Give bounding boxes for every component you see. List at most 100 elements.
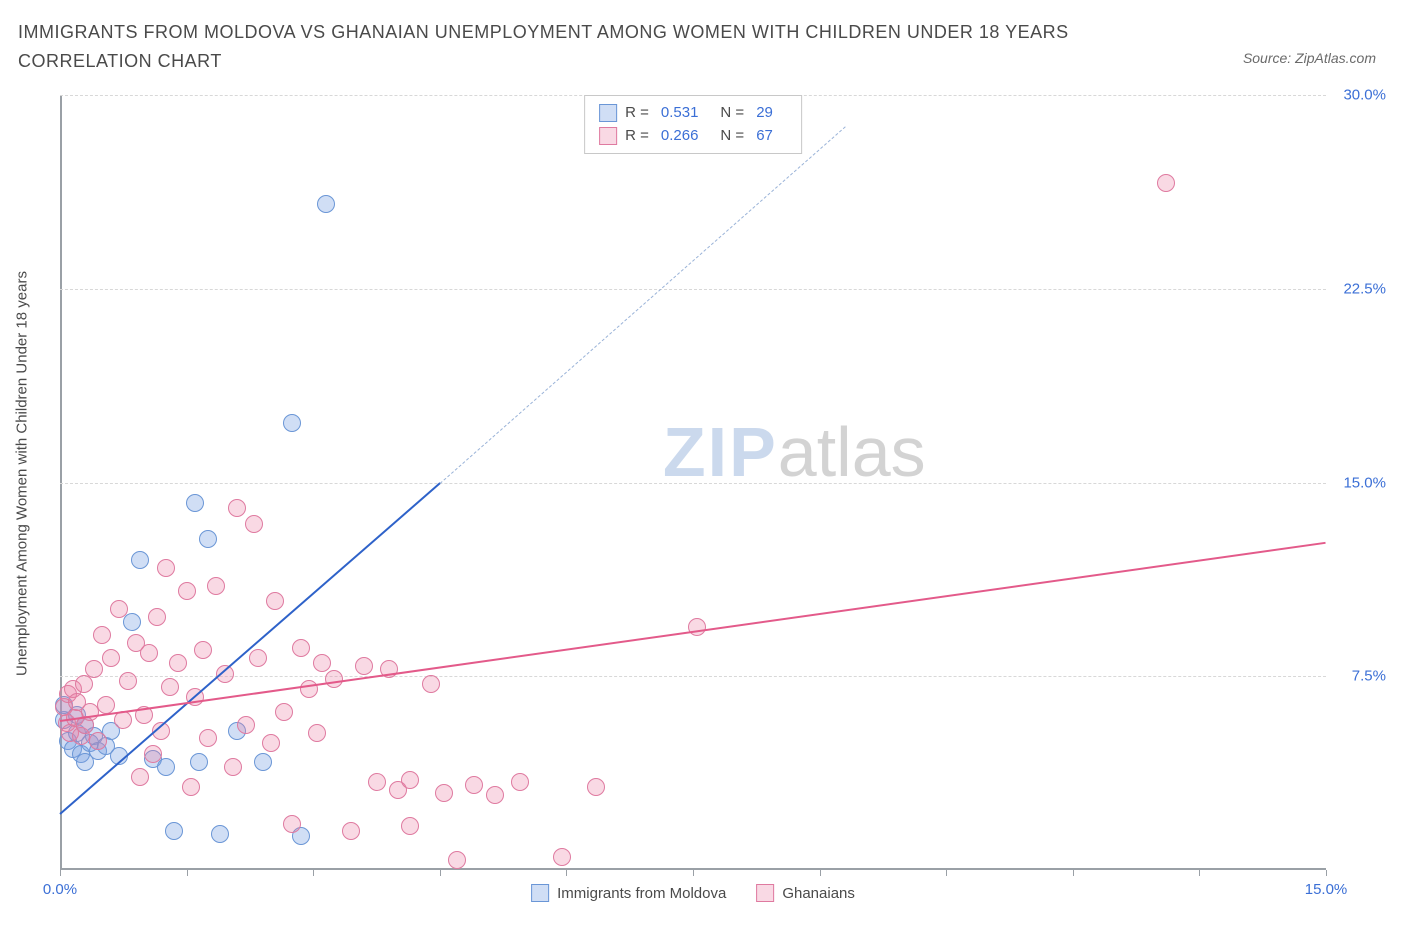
n-label: N = xyxy=(720,125,744,148)
legend-stats: R = 0.531 N = 29 R = 0.266 N = 67 xyxy=(584,95,802,154)
chart-area: ZIPatlas R = 0.531 N = 29 R = 0.266 N = … xyxy=(60,95,1326,870)
point-ghanaians xyxy=(283,815,301,833)
point-ghanaians xyxy=(448,851,466,869)
point-ghanaians xyxy=(93,626,111,644)
watermark-part1: ZIP xyxy=(663,413,778,491)
point-ghanaians xyxy=(245,515,263,533)
r-value-1: 0.266 xyxy=(661,125,699,148)
point-moldova xyxy=(317,195,335,213)
legend-stats-row-0: R = 0.531 N = 29 xyxy=(599,102,787,125)
point-ghanaians xyxy=(688,618,706,636)
x-tick xyxy=(693,870,694,876)
x-tick xyxy=(60,870,61,876)
y-tick-label: 30.0% xyxy=(1343,87,1386,104)
point-ghanaians xyxy=(207,577,225,595)
x-tick-label: 15.0% xyxy=(1305,881,1348,898)
point-ghanaians xyxy=(435,784,453,802)
x-tick xyxy=(946,870,947,876)
trend-line xyxy=(59,483,440,815)
point-ghanaians xyxy=(266,592,284,610)
y-tick-label: 22.5% xyxy=(1343,280,1386,297)
point-ghanaians xyxy=(148,608,166,626)
x-tick xyxy=(313,870,314,876)
source-label: Source: ZipAtlas.com xyxy=(1243,50,1376,66)
n-label: N = xyxy=(720,102,744,125)
point-ghanaians xyxy=(110,600,128,618)
point-ghanaians xyxy=(157,559,175,577)
r-label: R = xyxy=(625,102,649,125)
legend-label: Ghanaians xyxy=(782,885,855,902)
point-moldova xyxy=(283,414,301,432)
point-moldova xyxy=(199,530,217,548)
n-value-1: 67 xyxy=(756,125,773,148)
point-ghanaians xyxy=(422,675,440,693)
point-moldova xyxy=(254,753,272,771)
watermark-part2: atlas xyxy=(778,413,926,491)
n-value-0: 29 xyxy=(756,102,773,125)
point-ghanaians xyxy=(161,678,179,696)
point-moldova xyxy=(165,822,183,840)
gridline xyxy=(60,676,1326,677)
point-ghanaians xyxy=(1157,174,1175,192)
point-moldova xyxy=(186,494,204,512)
point-ghanaians xyxy=(199,729,217,747)
point-ghanaians xyxy=(465,776,483,794)
point-ghanaians xyxy=(355,657,373,675)
x-tick xyxy=(820,870,821,876)
point-moldova xyxy=(157,758,175,776)
legend-series: Immigrants from Moldova Ghanaians xyxy=(531,884,855,902)
point-ghanaians xyxy=(131,768,149,786)
point-ghanaians xyxy=(300,680,318,698)
point-ghanaians xyxy=(325,670,343,688)
gridline xyxy=(60,289,1326,290)
plot-region: ZIPatlas R = 0.531 N = 29 R = 0.266 N = … xyxy=(60,95,1326,870)
point-ghanaians xyxy=(194,641,212,659)
r-value-0: 0.531 xyxy=(661,102,699,125)
point-ghanaians xyxy=(486,786,504,804)
point-ghanaians xyxy=(89,732,107,750)
trend-line xyxy=(439,126,845,483)
point-ghanaians xyxy=(237,716,255,734)
point-ghanaians xyxy=(368,773,386,791)
point-ghanaians xyxy=(308,724,326,742)
point-ghanaians xyxy=(97,696,115,714)
point-ghanaians xyxy=(178,582,196,600)
point-ghanaians xyxy=(119,672,137,690)
point-ghanaians xyxy=(144,745,162,763)
legend-label: Immigrants from Moldova xyxy=(557,885,726,902)
point-ghanaians xyxy=(587,778,605,796)
gridline xyxy=(60,483,1326,484)
x-tick xyxy=(187,870,188,876)
x-tick-label: 0.0% xyxy=(43,881,77,898)
point-ghanaians xyxy=(342,822,360,840)
point-ghanaians xyxy=(313,654,331,672)
point-ghanaians xyxy=(182,778,200,796)
point-moldova xyxy=(211,825,229,843)
point-moldova xyxy=(123,613,141,631)
legend-swatch-ghanaians xyxy=(599,127,617,145)
trend-line xyxy=(60,542,1326,722)
point-ghanaians xyxy=(401,771,419,789)
point-moldova xyxy=(190,753,208,771)
point-ghanaians xyxy=(262,734,280,752)
y-tick-label: 15.0% xyxy=(1343,474,1386,491)
point-moldova xyxy=(131,551,149,569)
x-tick xyxy=(1199,870,1200,876)
y-tick-label: 7.5% xyxy=(1352,668,1386,685)
point-ghanaians xyxy=(228,499,246,517)
x-tick xyxy=(1073,870,1074,876)
r-label: R = xyxy=(625,125,649,148)
chart-title: IMMIGRANTS FROM MOLDOVA VS GHANAIAN UNEM… xyxy=(18,18,1206,76)
point-ghanaians xyxy=(275,703,293,721)
y-axis-label: Unemployment Among Women with Children U… xyxy=(14,271,31,676)
legend-item-ghanaians: Ghanaians xyxy=(756,884,855,902)
point-ghanaians xyxy=(75,675,93,693)
x-tick xyxy=(440,870,441,876)
point-ghanaians xyxy=(553,848,571,866)
point-ghanaians xyxy=(169,654,187,672)
watermark: ZIPatlas xyxy=(663,412,926,492)
legend-stats-row-1: R = 0.266 N = 67 xyxy=(599,125,787,148)
x-tick xyxy=(566,870,567,876)
point-ghanaians xyxy=(292,639,310,657)
legend-swatch-moldova xyxy=(531,884,549,902)
